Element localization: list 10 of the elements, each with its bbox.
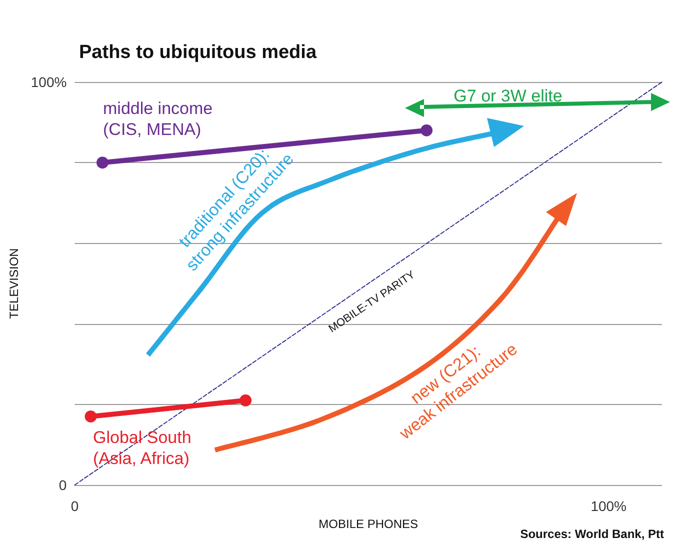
x-axis-title: MOBILE PHONES: [318, 516, 418, 531]
point: [84, 410, 97, 422]
point: [96, 156, 108, 169]
point: [420, 124, 433, 136]
y-axis-title: TELEVISION: [7, 248, 21, 319]
chart-title: Paths to ubiquitous media: [79, 42, 317, 63]
point: [240, 394, 252, 406]
annotation: middle income (CIS, MENA): [103, 99, 213, 139]
annotation: G7 or 3W elite: [454, 86, 562, 106]
source-note: Sources: World Bank, Ptt: [520, 527, 664, 541]
